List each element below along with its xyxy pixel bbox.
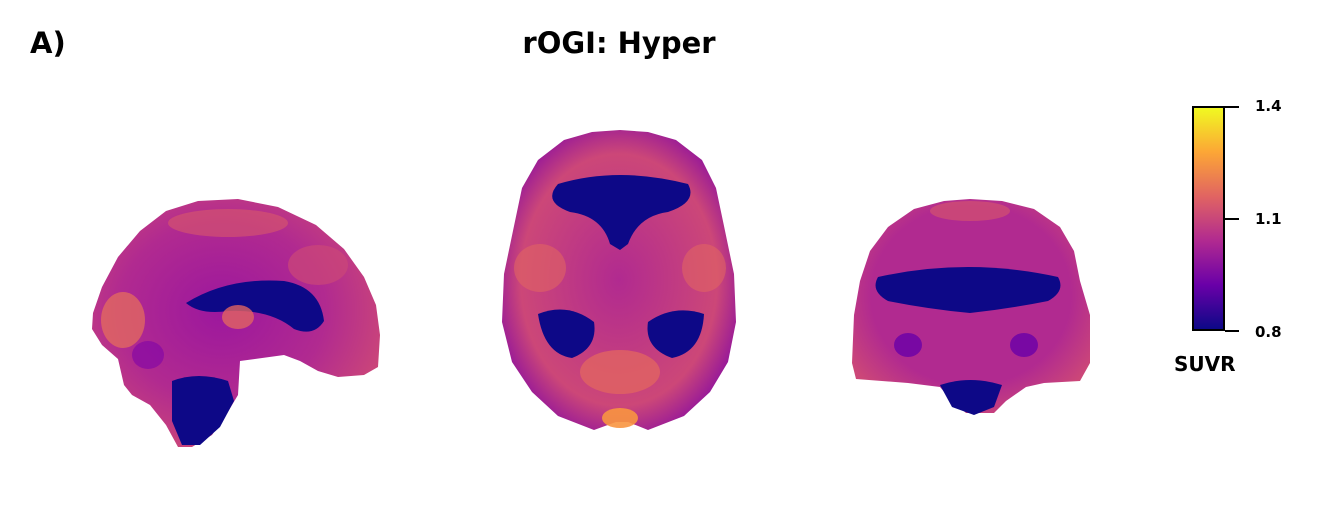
colorbar-tick-label-mid: 1.1: [1255, 210, 1282, 228]
axial-brain-slice: [498, 126, 743, 436]
colorbar: [1192, 106, 1225, 331]
panel-label: A): [30, 26, 66, 60]
coronal-brain-slice: [848, 195, 1098, 423]
colorbar-label: SUVR: [1174, 352, 1236, 376]
colorbar-tick-label-max: 1.4: [1255, 97, 1282, 115]
colorbar-tick-top: [1225, 106, 1239, 108]
colorbar-tick-bottom: [1225, 330, 1239, 332]
colorbar-tick-mid: [1225, 218, 1239, 220]
colorbar-tick-label-min: 0.8: [1255, 323, 1282, 341]
figure-title: rOGI: Hyper: [522, 26, 716, 60]
sagittal-brain-slice: [88, 195, 388, 455]
